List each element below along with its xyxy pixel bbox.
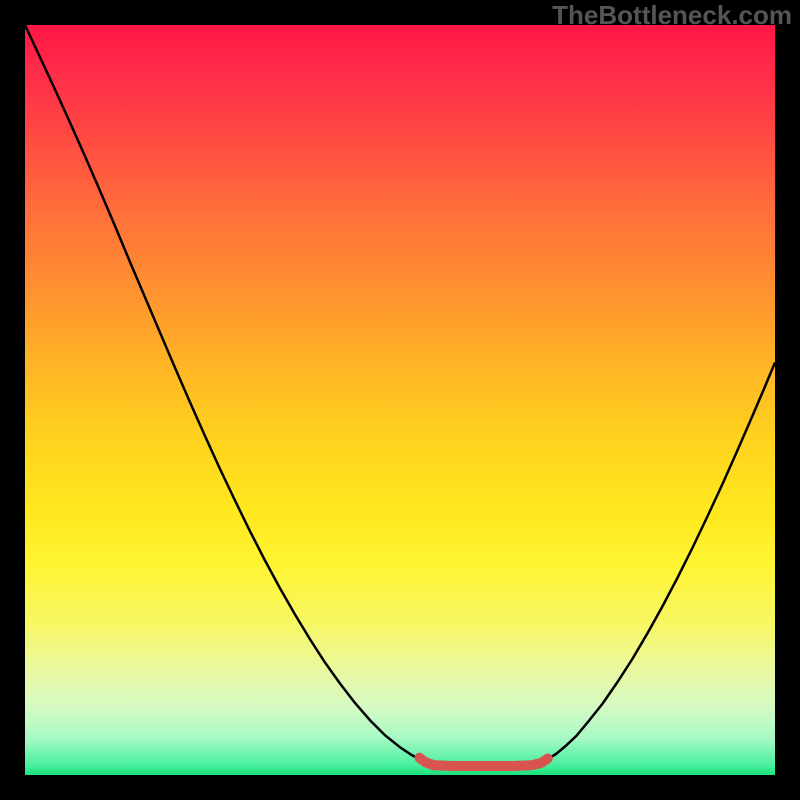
chart-gradient-background (25, 25, 775, 775)
chart-container: TheBottleneck.com (0, 0, 800, 800)
watermark-text: TheBottleneck.com (552, 0, 792, 31)
bottleneck-chart (0, 0, 800, 800)
